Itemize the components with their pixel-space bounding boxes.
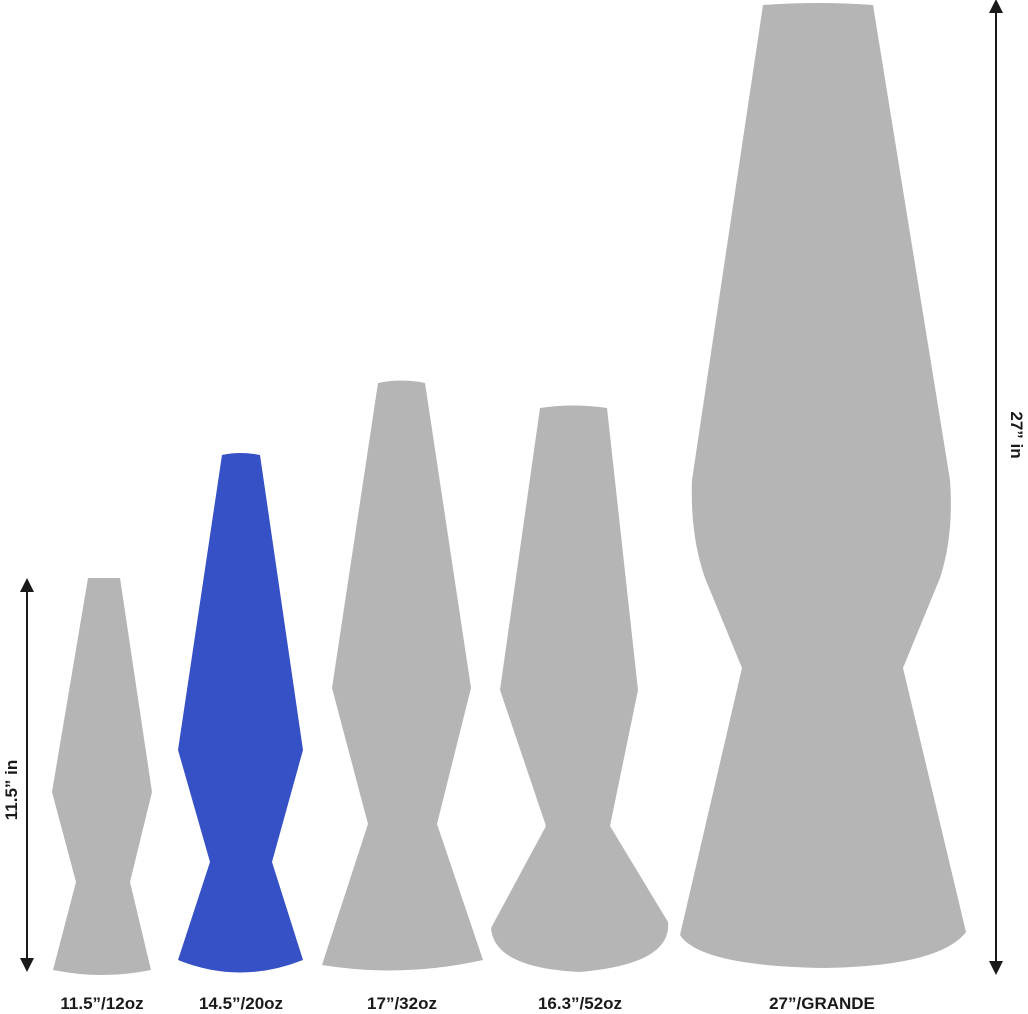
lamp-label-52oz: 16.3”/52oz [538, 994, 622, 1013]
lamp-label-32oz: 17”/32oz [367, 994, 437, 1013]
lamp-silhouette-20oz [178, 453, 303, 973]
lamp-silhouette-grande [680, 3, 966, 968]
lamp-label-12oz: 11.5”/12oz [60, 994, 143, 1013]
lamp-silhouette-52oz [491, 405, 669, 972]
lamp-label-20oz: 14.5”/20oz [199, 994, 283, 1013]
right-dimension-label: 27” in [1007, 411, 1026, 458]
lamp-silhouette-32oz [322, 380, 483, 971]
lamp-label-grande: 27”/GRANDE [769, 994, 875, 1013]
left-dimension-label: 11.5” in [2, 760, 21, 820]
lamp-silhouette-12oz [52, 578, 152, 975]
